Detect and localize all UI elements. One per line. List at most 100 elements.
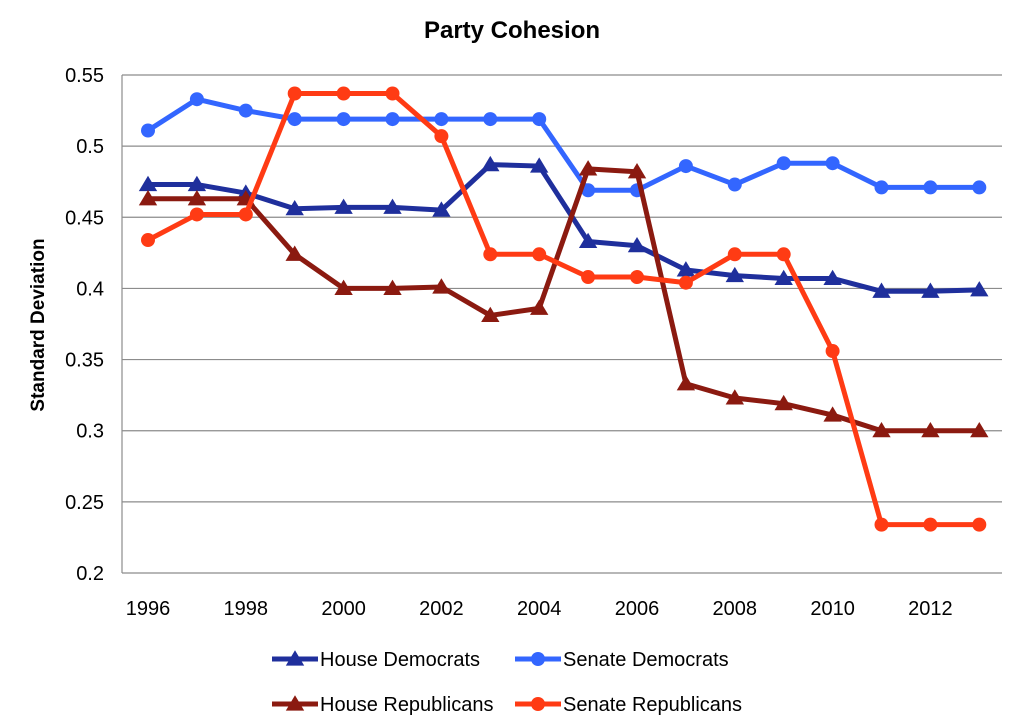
x-tick-label: 2012 <box>908 598 953 620</box>
legend-item: Senate Democrats <box>515 649 729 671</box>
data-point <box>189 207 204 222</box>
data-point <box>970 281 989 297</box>
data-point <box>432 201 451 217</box>
y-tick-label: 0.2 <box>76 563 104 585</box>
data-point <box>581 183 596 198</box>
data-point <box>970 421 989 438</box>
data-point <box>434 112 449 127</box>
data-point <box>285 199 304 216</box>
series-senate-democrats <box>141 92 987 198</box>
data-point <box>725 266 744 283</box>
y-tick-label: 0.55 <box>65 65 104 87</box>
data-point <box>627 236 647 253</box>
series-line <box>146 90 980 528</box>
data-point <box>578 160 598 176</box>
data-point <box>630 270 644 285</box>
data-point <box>383 198 402 214</box>
legend-label: House Democrats <box>320 649 480 671</box>
data-point <box>336 112 351 127</box>
x-tick-label: 1998 <box>224 598 269 620</box>
y-tick-label: 0.3 <box>76 421 104 443</box>
data-point <box>676 261 696 277</box>
data-point <box>238 207 253 222</box>
data-point <box>578 232 598 249</box>
data-point <box>285 695 305 711</box>
data-point <box>483 112 498 127</box>
data-point <box>774 269 793 286</box>
data-point <box>825 156 840 171</box>
data-point <box>825 344 840 359</box>
x-tick-label: 2000 <box>321 598 366 620</box>
data-point <box>921 421 940 438</box>
data-point <box>727 177 742 192</box>
data-point <box>776 156 791 171</box>
data-point <box>385 112 400 127</box>
data-point <box>434 129 449 144</box>
series-line <box>148 166 980 434</box>
x-tick-labels: 1996 1998 2000 2002 2004 2006 2008 2010 2012 <box>126 598 953 620</box>
x-tick-label: 1996 <box>126 598 171 620</box>
data-point <box>334 198 353 214</box>
legend-label: House Republicans <box>320 694 493 716</box>
data-point <box>874 180 889 195</box>
x-tick-label: 2010 <box>810 598 855 620</box>
data-point <box>336 86 351 101</box>
data-point <box>532 247 547 262</box>
y-axis-label: Standard Deviation <box>28 238 49 411</box>
legend-item: Senate Republicans <box>515 694 742 716</box>
data-point <box>923 180 938 195</box>
data-point <box>872 282 891 298</box>
data-point <box>483 247 498 262</box>
y-tick-label: 0.25 <box>65 492 104 514</box>
data-point <box>287 112 302 127</box>
data-point <box>532 112 547 127</box>
data-point <box>776 247 791 262</box>
y-tick-label: 0.4 <box>76 278 104 300</box>
data-point <box>676 375 696 391</box>
x-tick-label: 2008 <box>713 598 758 620</box>
data-point <box>678 159 693 174</box>
data-point <box>531 652 545 666</box>
data-point <box>432 278 451 294</box>
data-point <box>972 180 987 195</box>
data-point <box>823 406 842 422</box>
x-tick-label: 2006 <box>615 598 660 620</box>
data-point <box>141 123 155 138</box>
legend: House Democrats Senate Democrats House Rep… <box>272 649 742 716</box>
data-point <box>725 389 744 405</box>
data-point <box>238 103 253 118</box>
data-point <box>383 279 402 295</box>
data-point <box>823 269 842 286</box>
data-point <box>334 279 353 295</box>
data-point <box>187 190 207 206</box>
data-point <box>530 157 549 173</box>
data-point <box>138 190 158 206</box>
data-point <box>187 175 207 192</box>
data-point <box>530 299 549 315</box>
y-tick-label: 0.5 <box>76 136 104 158</box>
data-point <box>481 155 500 172</box>
data-point <box>627 163 647 179</box>
data-point <box>385 86 400 101</box>
data-point <box>921 282 940 298</box>
legend-item: House Republicans <box>272 694 493 716</box>
data-point <box>727 247 742 262</box>
data-point <box>287 86 302 101</box>
x-tick-label: 2004 <box>517 598 562 620</box>
data-point <box>923 517 938 532</box>
data-point <box>531 697 545 711</box>
series-house-republicans <box>138 160 989 438</box>
series-house-democrats <box>138 155 989 298</box>
data-point <box>285 245 304 261</box>
y-tick-label: 0.35 <box>65 350 104 372</box>
chart-title: Party Cohesion <box>424 17 600 44</box>
legend-item: House Democrats <box>272 649 480 671</box>
series-line <box>148 162 980 294</box>
data-point <box>481 306 500 323</box>
data-point <box>189 92 204 107</box>
series-group <box>138 86 989 532</box>
data-point <box>774 394 793 411</box>
legend-label: Senate Republicans <box>563 694 742 716</box>
data-point <box>678 275 693 290</box>
